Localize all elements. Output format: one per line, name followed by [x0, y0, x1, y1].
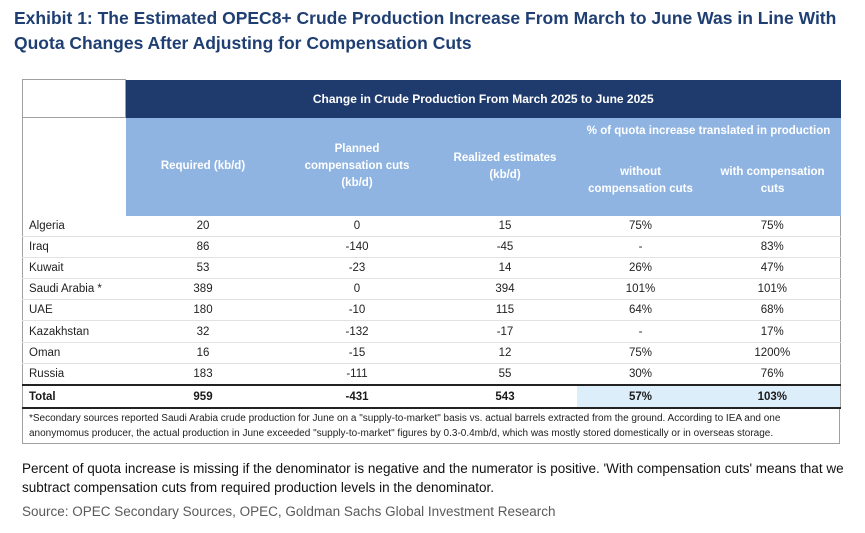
with-cell: 17%: [704, 320, 842, 343]
realized-cell: 55: [433, 363, 577, 386]
table-row: Kuwait 53 -23 14 26% 47%: [22, 257, 842, 280]
required-cell: 180: [125, 299, 281, 322]
source-line: Source: OPEC Secondary Sources, OPEC, Go…: [22, 504, 556, 519]
with-cell: 47%: [704, 257, 842, 280]
required-cell: 183: [125, 363, 281, 386]
realized-cell: -45: [433, 236, 577, 258]
total-label: Total: [22, 384, 126, 409]
without-cell: 64%: [576, 299, 705, 322]
required-cell: 20: [125, 215, 281, 237]
production-table: Change in Crude Production From March 20…: [22, 79, 842, 409]
col-header-pct-group: % of quota increase translated in produc…: [576, 117, 841, 146]
country-cell: Algeria: [22, 215, 126, 237]
table-row: Algeria 20 0 15 75% 75%: [22, 215, 842, 237]
col-header-required: Required (kb/d): [125, 117, 281, 216]
required-cell: 16: [125, 342, 281, 364]
band-title: Change in Crude Production From March 20…: [125, 79, 841, 118]
with-cell: 101%: [704, 278, 842, 301]
realized-cell: 14: [433, 257, 577, 280]
planned-cell: -132: [280, 320, 434, 343]
col-header-without-text: without compensation cuts: [588, 165, 693, 195]
table-row: Kazakhstan 32 -132 -17 - 17%: [22, 320, 842, 343]
table-band-row: Change in Crude Production From March 20…: [22, 79, 841, 118]
without-cell: 75%: [576, 342, 705, 364]
col-header-planned: Planned compensation cuts (kb/d): [280, 117, 434, 216]
total-without: 57%: [576, 384, 705, 409]
with-cell: 83%: [704, 236, 842, 258]
realized-cell: 115: [433, 299, 577, 322]
with-cell: 68%: [704, 299, 842, 322]
country-cell: UAE: [22, 299, 126, 322]
required-cell: 86: [125, 236, 281, 258]
without-cell: -: [576, 236, 705, 258]
col-header-with: with compensation cuts: [704, 145, 841, 216]
total-realized: 543: [433, 384, 577, 409]
required-cell: 53: [125, 257, 281, 280]
country-cell: Kuwait: [22, 257, 126, 280]
col-header-realized-text: Realized estimates (kb/d): [453, 151, 557, 181]
realized-cell: 12: [433, 342, 577, 364]
table-row: Iraq 86 -140 -45 - 83%: [22, 236, 842, 258]
country-cell: Iraq: [22, 236, 126, 258]
exhibit-title: Exhibit 1: The Estimated OPEC8+ Crude Pr…: [14, 8, 837, 53]
with-cell: 76%: [704, 363, 842, 386]
realized-cell: 15: [433, 215, 577, 237]
production-table-container: Change in Crude Production From March 20…: [22, 79, 842, 454]
total-row: Total 959 -431 543 57% 103%: [22, 384, 842, 409]
header-row-1: Required (kb/d) Planned compensation cut…: [22, 117, 841, 216]
country-cell: Russia: [22, 363, 126, 386]
without-cell: 30%: [576, 363, 705, 386]
with-cell: 1200%: [704, 342, 842, 364]
planned-cell: -23: [280, 257, 434, 280]
country-cell: Saudi Arabia *: [22, 278, 126, 301]
methodology-note: Percent of quota increase is missing if …: [22, 461, 844, 495]
col-header-without: without compensation cuts: [576, 145, 705, 216]
col-header-realized: Realized estimates (kb/d): [433, 117, 577, 216]
country-cell: Oman: [22, 342, 126, 364]
realized-cell: -17: [433, 320, 577, 343]
total-with: 103%: [704, 384, 842, 409]
planned-cell: -140: [280, 236, 434, 258]
without-cell: 101%: [576, 278, 705, 301]
realized-cell: 394: [433, 278, 577, 301]
header-empty-cell: [22, 117, 126, 216]
planned-cell: 0: [280, 215, 434, 237]
without-cell: 26%: [576, 257, 705, 280]
with-cell: 75%: [704, 215, 842, 237]
table-row: Saudi Arabia * 389 0 394 101% 101%: [22, 278, 842, 301]
total-required: 959: [125, 384, 281, 409]
table-row: Oman 16 -15 12 75% 1200%: [22, 342, 842, 364]
required-cell: 389: [125, 278, 281, 301]
total-planned: -431: [280, 384, 434, 409]
without-cell: -: [576, 320, 705, 343]
without-cell: 75%: [576, 215, 705, 237]
table-footnote: *Secondary sources reported Saudi Arabia…: [22, 409, 840, 444]
table-row: UAE 180 -10 115 64% 68%: [22, 299, 842, 322]
planned-cell: -15: [280, 342, 434, 364]
country-cell: Kazakhstan: [22, 320, 126, 343]
planned-cell: 0: [280, 278, 434, 301]
table-row: Russia 183 -111 55 30% 76%: [22, 363, 842, 386]
planned-cell: -111: [280, 363, 434, 386]
planned-cell: -10: [280, 299, 434, 322]
required-cell: 32: [125, 320, 281, 343]
col-header-planned-text: Planned compensation cuts (kb/d): [304, 143, 410, 189]
band-blank-cell: [22, 79, 126, 118]
col-header-with-text: with compensation cuts: [720, 165, 825, 195]
header-row-2: without compensation cuts with compensat…: [23, 145, 841, 216]
